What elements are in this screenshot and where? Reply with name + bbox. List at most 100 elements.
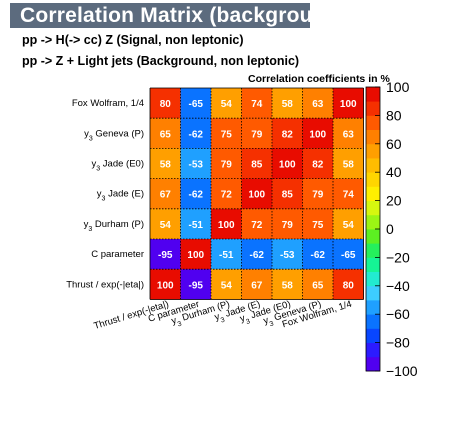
cell-value-label: 72 [251,220,263,231]
y-tick-label: y3 Geneva (P) [84,128,144,142]
heatmap-cell [241,148,273,179]
colorbar-tick-label: −100 [386,363,418,379]
cell-value-label: 65 [312,280,324,291]
cell-value-label: -62 [189,129,204,140]
colorbar-tick-label: −40 [386,278,410,294]
cell-value-label: 100 [340,99,357,110]
cell-value-label: -51 [189,220,204,231]
heatmap-cell [211,269,242,300]
cell-value-label: -53 [189,160,204,171]
colorbar-bin [366,158,380,173]
heatmap-cell [180,88,212,119]
colorbar-bin [366,229,380,244]
cell-value-label: 67 [251,280,263,291]
colorbar-bin [366,342,380,358]
cell-value-label: 85 [282,190,294,201]
heatmap-cell [150,239,181,270]
y-tick-label: y3 Durham (P) [84,219,144,233]
heatmap-cell [241,208,273,240]
colorbar-bin [366,101,380,116]
heatmap-cell [333,118,364,149]
colorbar-tick-label: −20 [386,249,410,265]
heatmap-cell [211,208,242,240]
cell-value-label: 80 [343,280,355,291]
heatmap-cell [272,118,303,149]
y-tick-label: Fox Wolfram, 1/4 [72,98,144,109]
heatmap-cell [333,269,364,300]
colorbar-tick-label: 100 [386,79,410,95]
cell-value-label: 79 [251,129,263,140]
cell-value-label: -62 [311,250,326,261]
cell-value-label: 54 [343,220,355,231]
heatmap-cell [180,208,212,240]
heatmap-cell [333,148,364,179]
cell-value-label: 58 [343,160,355,171]
y-tick-label: Thrust / exp(-|eta|) [66,279,144,290]
heatmap-cell [333,239,364,270]
cell-value-label: 79 [282,220,294,231]
colorbar-title: Correlation coefficients in % [248,73,390,85]
cell-value-label: 100 [157,280,174,291]
cell-value-label: 58 [282,280,294,291]
cell-value-label: -53 [280,250,295,261]
cell-value-label: 65 [160,129,172,140]
cell-value-label: 82 [282,129,294,140]
heatmap-cell [211,88,242,119]
colorbar-bin [366,300,380,315]
y-tick-label: C parameter [91,249,144,260]
cell-value-label: 79 [221,160,233,171]
heatmap-cell [150,178,181,210]
cell-value-label: 79 [312,190,324,201]
colorbar-tick-label: −80 [386,335,410,351]
cell-value-label: 54 [160,220,172,231]
cell-value-label: 54 [221,99,233,110]
cell-value-label: 75 [221,129,233,140]
colorbar-bin [366,129,380,145]
colorbar-bin [366,186,380,201]
cell-value-label: -65 [189,99,204,110]
heatmap-cell [302,208,334,240]
heatmap-cell [211,118,242,149]
heatmap-cell [241,269,273,300]
heatmap-cell [180,178,212,210]
heatmap-cell [333,208,364,240]
colorbar-bin [366,143,380,159]
plot-title: Correlation Matrix (background) [20,4,346,27]
cell-value-label: -95 [189,280,204,291]
heatmap-cell [272,148,303,179]
heatmap-cell [272,208,303,240]
colorbar-bin [366,328,380,343]
heatmap-cell [333,178,364,210]
cell-value-label: 100 [218,220,235,231]
cell-value-label: 85 [251,160,263,171]
cell-value-label: -65 [341,250,356,261]
colorbar-bin [366,257,380,272]
heatmap-cell [241,88,273,119]
colorbar-bin [366,271,380,287]
heatmap-cell [150,148,181,179]
cell-value-label: 100 [248,190,265,201]
colorbar-tick-label: −60 [386,306,410,322]
cell-value-label: 67 [160,190,172,201]
cell-value-label: -95 [158,250,173,261]
heatmap-cell [272,239,303,270]
signal-process-label: pp -> H(-> cc) Z (Signal, non leptonic) [22,33,244,47]
heatmap-cell [150,208,181,240]
colorbar-tick-label: 80 [386,107,402,123]
heatmap-cell [180,148,212,179]
heatmap-cell [302,148,334,179]
cell-value-label: 82 [312,160,324,171]
heatmap-cell [211,178,242,210]
cell-value-label: 63 [343,129,355,140]
colorbar-bin [366,172,380,187]
cell-value-label: 80 [160,99,172,110]
colorbar-tick-label: 20 [386,193,402,209]
heatmap-cell [302,178,334,210]
heatmap-cell [333,88,364,119]
heatmap-cell [302,118,334,149]
heatmap-cell [241,118,273,149]
heatmap-cell [180,269,212,300]
colorbar-bin [366,356,380,372]
heatmap-cell [272,88,303,119]
